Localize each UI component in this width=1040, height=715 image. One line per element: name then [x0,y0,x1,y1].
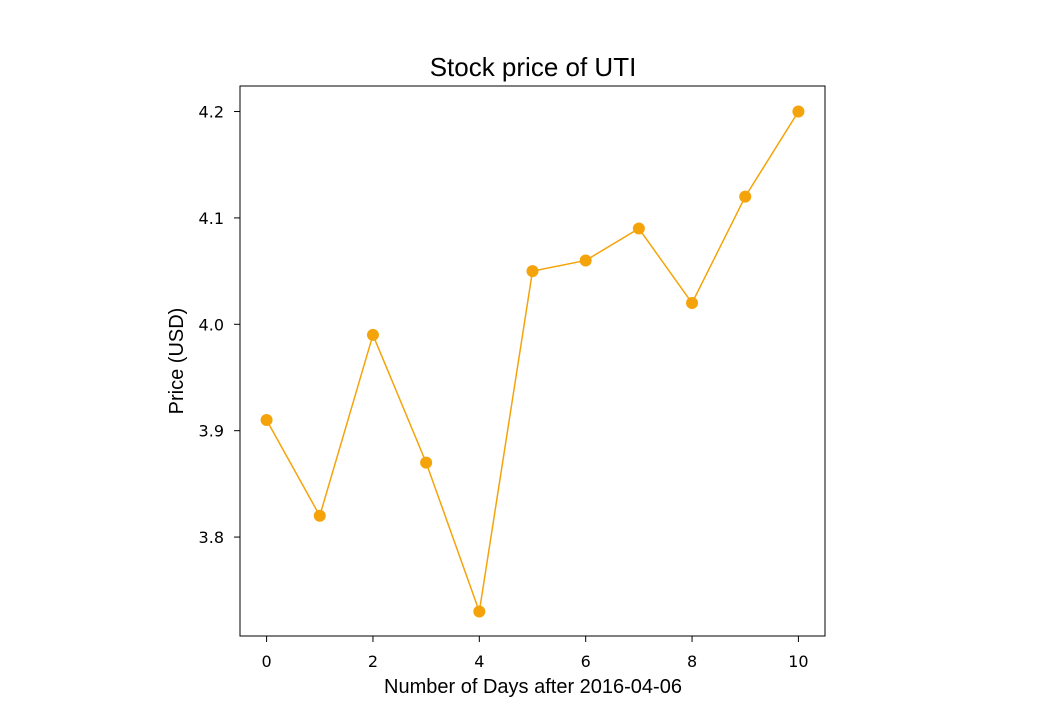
data-point [420,456,433,469]
data-point [313,509,326,522]
y-tick-label: 3.8 [199,528,224,547]
plot-area-frame [239,85,826,637]
y-tick-label: 4.2 [199,103,224,122]
x-tick-label: 2 [368,652,378,671]
y-tick-label: 4.1 [199,209,224,228]
x-axis: 0 2 4 6 8 10 [261,636,809,671]
x-tick-label: 4 [474,652,484,671]
x-tick-label: 6 [581,652,591,671]
x-tick-label: 10 [788,652,808,671]
data-point [526,265,539,278]
data-point [366,328,379,341]
series-layer [260,105,805,618]
data-point [686,297,699,310]
data-point [792,105,805,118]
chart-title: Stock price of UTI [430,52,637,82]
data-point [579,254,592,267]
data-point [739,190,752,203]
x-tick-label: 8 [687,652,697,671]
y-tick-label: 4.0 [199,315,224,334]
y-axis: 3.8 3.9 4.0 4.1 4.2 [199,103,240,547]
x-axis-label: Number of Days after 2016-04-06 [384,676,682,698]
y-axis-label: Price (USD) [166,308,188,415]
y-tick-label: 3.9 [199,422,224,441]
series-line [265,111,800,612]
data-point [632,222,645,235]
data-point [473,605,486,618]
x-tick-label: 0 [261,652,271,671]
data-point [260,414,273,427]
